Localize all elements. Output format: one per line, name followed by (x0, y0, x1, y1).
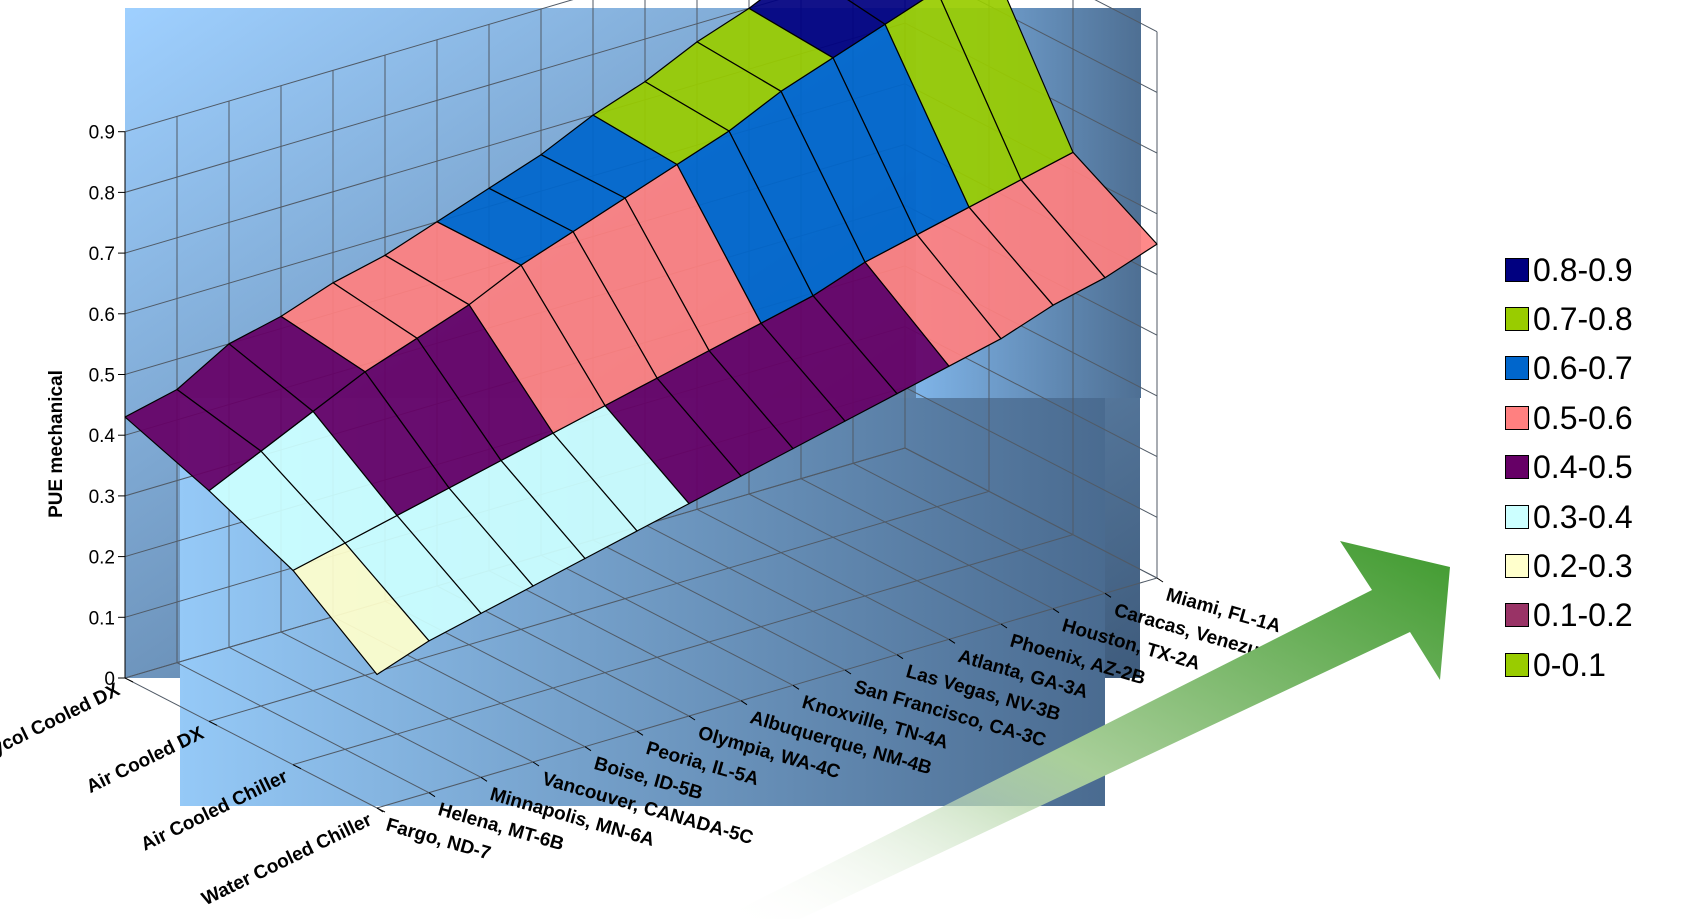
z-tick-label: 0.5 (89, 366, 115, 387)
grid-line-floor (208, 490, 990, 722)
surface-patch (124, 388, 262, 492)
z-tick-label: 0.7 (89, 244, 115, 265)
legend-item: 0.6-0.7 (1505, 344, 1690, 393)
legend: 0.8-0.9 0.7-0.8 0.6-0.7 0.5-0.6 0.4-0.5 0.3-0… (1505, 245, 1690, 690)
system-tick-mark (292, 764, 302, 770)
legend-label: 0-0.1 (1533, 646, 1606, 683)
legend-swatch (1505, 405, 1529, 430)
climate-tick-mark (688, 715, 696, 721)
grid-line-floor (592, 539, 846, 671)
legend-swatch (1505, 257, 1529, 282)
legend-item: 0-0.1 (1505, 640, 1690, 689)
y-axis-title: PUE mechanical (46, 370, 67, 518)
climate-tick-mark (480, 776, 488, 782)
climate-tick-mark (844, 669, 852, 675)
legend-label: 0.2-0.3 (1533, 548, 1633, 585)
climate-tick-mark (792, 684, 800, 690)
climate-tick-mark (1156, 577, 1164, 583)
legend-swatch (1505, 455, 1529, 480)
grid-line-floor (852, 462, 1106, 594)
grid-line-side (904, 447, 1158, 579)
legend-swatch (1505, 652, 1529, 677)
grid-line-side (1094, 0, 1158, 33)
climate-tick-mark (896, 654, 904, 660)
climate-tick-mark (1104, 592, 1112, 598)
grid-line-back (124, 0, 574, 133)
grid-line-floor (376, 577, 1158, 809)
climate-tick-mark (1052, 608, 1060, 614)
system-label: Water Cooled Chiller (199, 809, 376, 910)
z-tick-label: 0.8 (89, 183, 115, 204)
legend-label: 0.1-0.2 (1533, 597, 1633, 634)
climate-tick-mark (740, 700, 748, 706)
grid-line-floor (124, 677, 378, 809)
legend-item: 0.4-0.5 (1505, 443, 1690, 492)
climate-tick-mark (584, 746, 592, 752)
z-tick-label: 0.3 (89, 487, 115, 508)
system-tick-mark (124, 677, 134, 683)
legend-item: 0.1-0.2 (1505, 591, 1690, 640)
legend-label: 0.3-0.4 (1533, 498, 1633, 535)
legend-item: 0.2-0.3 (1505, 541, 1690, 590)
legend-swatch (1505, 307, 1529, 332)
legend-item: 0.3-0.4 (1505, 492, 1690, 541)
climate-tick-mark (428, 792, 436, 798)
climate-tick-mark (636, 730, 644, 736)
z-tick-label: 0.6 (89, 305, 115, 326)
climate-tick-mark (948, 638, 956, 644)
legend-swatch (1505, 356, 1529, 381)
grid-line-floor (488, 570, 742, 702)
grid-line-floor (540, 554, 794, 686)
z-tick-label: 0.4 (89, 426, 116, 447)
grid-line-floor (800, 478, 1054, 610)
grid-line-floor (228, 646, 482, 778)
legend-item: 0.5-0.6 (1505, 393, 1690, 442)
grid-line-floor (280, 631, 534, 763)
legend-label: 0.4-0.5 (1533, 449, 1633, 486)
system-label: Glycol Cooled DX (0, 679, 123, 768)
legend-label: 0.8-0.9 (1533, 251, 1633, 288)
legend-swatch (1505, 603, 1529, 628)
grid-line-floor (644, 524, 898, 656)
climate-tick-mark (376, 807, 384, 813)
grid-line-side (904, 386, 1158, 518)
climate-tick-mark (1000, 623, 1008, 629)
legend-swatch (1505, 504, 1529, 529)
climate-tick-mark (532, 761, 540, 767)
legend-swatch (1505, 554, 1529, 579)
z-tick-label: 0.9 (89, 123, 115, 144)
legend-label: 0.7-0.8 (1533, 301, 1633, 338)
z-tick-label: 0.1 (89, 608, 115, 629)
legend-label: 0.6-0.7 (1533, 350, 1633, 387)
z-tick-label: 0 (104, 669, 115, 690)
surface-mesh (124, 0, 1158, 676)
system-tick-mark (208, 720, 218, 726)
grid-line-floor (292, 534, 1074, 766)
trend-arrow (720, 541, 1450, 919)
grid-line-floor (748, 493, 1002, 625)
legend-item: 0.7-0.8 (1505, 294, 1690, 343)
grid-line-floor (176, 662, 430, 794)
legend-item: 0.8-0.9 (1505, 245, 1690, 294)
z-tick-label: 0.2 (89, 548, 115, 569)
legend-label: 0.5-0.6 (1533, 399, 1633, 436)
z-axis-ticks: 0 0.1 0.2 0.3 0.4 0.5 0.6 0.7 0.8 0.9 (89, 123, 126, 690)
grid-line-side (976, 0, 1158, 93)
grid-line-floor (696, 508, 950, 640)
